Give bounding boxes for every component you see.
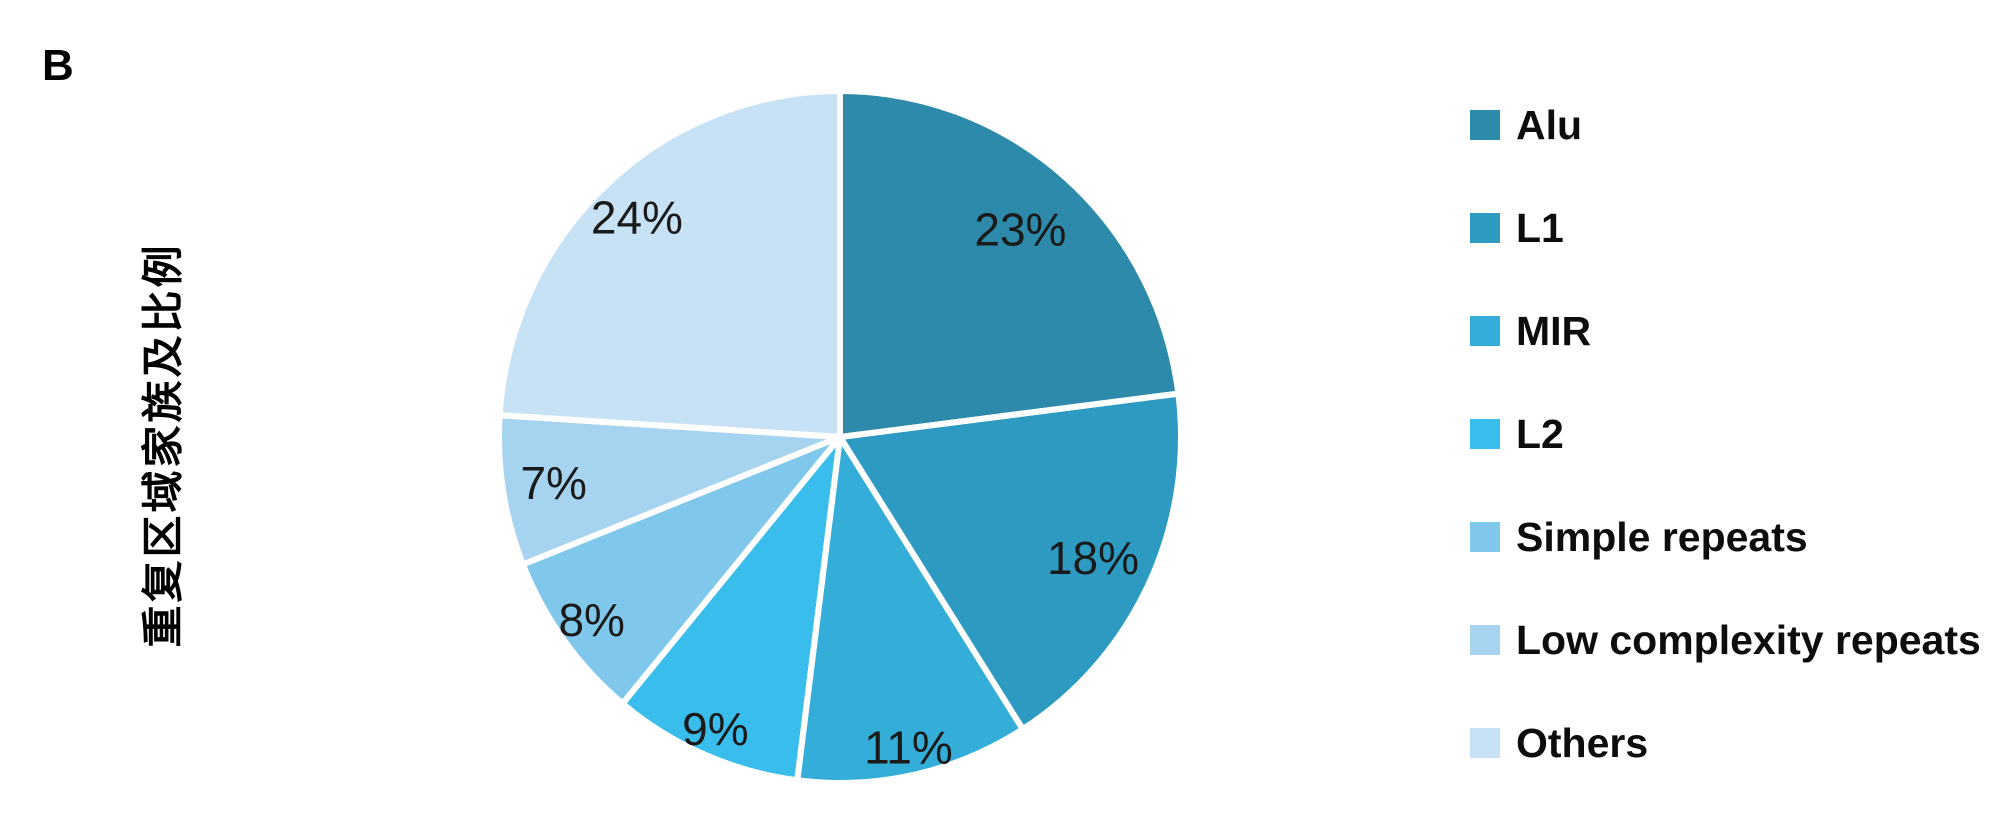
pie-slice-border (496, 88, 843, 440)
pie-value-label-l2: 9% (682, 703, 748, 755)
legend-item-low-complexity-repeats: Low complexity repeats (1470, 617, 1981, 663)
legend-item-l1: L1 (1470, 205, 1981, 251)
pie-slice-simple-repeats (522, 437, 840, 704)
legend: Alu L1 MIR L2 Simple repeats Low complexity r… (1470, 102, 1981, 828)
pie-value-label-l1: 18% (1047, 532, 1139, 584)
pie-value-label-low-complexity-repeats: 7% (520, 457, 586, 509)
legend-label-l1: L1 (1516, 205, 1564, 251)
pie-slice-border (837, 88, 1182, 440)
pie-slice-l1 (840, 393, 1182, 730)
legend-label-alu: Alu (1516, 102, 1583, 148)
legend-label-simple-repeats: Simple repeats (1516, 514, 1808, 560)
legend-swatch-low-complexity-repeats (1470, 625, 1500, 655)
pie-slice-mir (797, 437, 1023, 783)
pie-slice-border (794, 434, 1026, 786)
panel-label: B (42, 41, 74, 90)
legend-item-simple-repeats: Simple repeats (1470, 514, 1981, 560)
pie-slice-low-complexity-repeats (499, 415, 840, 565)
legend-label-l2: L2 (1516, 411, 1564, 457)
legend-label-mir: MIR (1516, 308, 1592, 354)
legend-swatch-others (1470, 728, 1500, 758)
pie-slice-border (619, 434, 843, 784)
pie-slice-others (499, 91, 840, 437)
legend-swatch-alu (1470, 110, 1500, 140)
legend-swatch-simple-repeats (1470, 522, 1500, 552)
legend-swatch-mir (1470, 316, 1500, 346)
pie-slice-alu (840, 91, 1179, 437)
legend-item-others: Others (1470, 720, 1981, 766)
pie-slice-l2 (622, 437, 840, 781)
pie-value-label-others: 24% (591, 192, 683, 244)
legend-swatch-l1 (1470, 213, 1500, 243)
pie-slice-border (837, 390, 1184, 733)
legend-item-l2: L2 (1470, 411, 1981, 457)
pie-value-label-simple-repeats: 8% (558, 594, 624, 646)
pie-value-label-alu: 23% (974, 203, 1066, 255)
legend-label-others: Others (1516, 720, 1649, 766)
legend-item-alu: Alu (1470, 102, 1981, 148)
legend-swatch-l2 (1470, 419, 1500, 449)
legend-label-low-complexity-repeats: Low complexity repeats (1516, 617, 1981, 663)
pie-slice-border (496, 412, 843, 568)
pie-value-label-mir: 11% (864, 722, 953, 774)
pie-slice-border (519, 434, 843, 707)
legend-item-mir: MIR (1470, 308, 1981, 354)
